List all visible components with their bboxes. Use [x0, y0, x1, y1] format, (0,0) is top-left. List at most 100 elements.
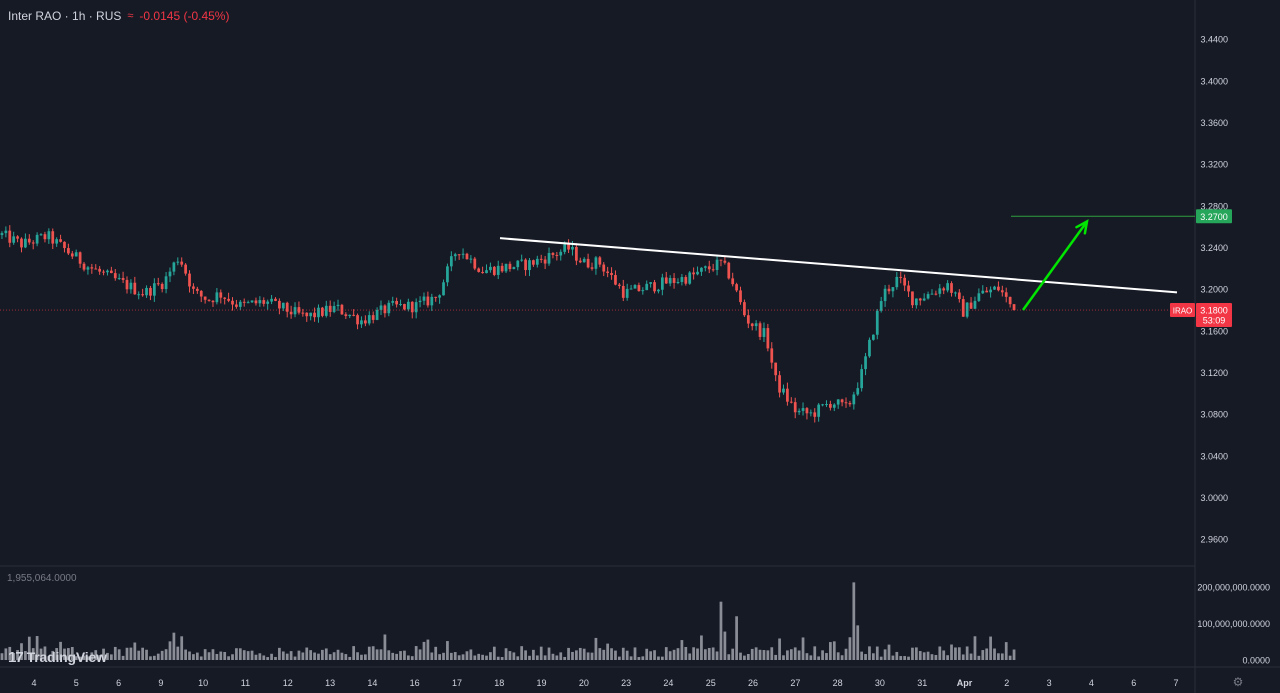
volume-bar — [504, 648, 508, 660]
candle-body — [895, 276, 899, 288]
candle-body — [582, 258, 586, 263]
candle-body — [817, 404, 821, 417]
volume-bar — [903, 656, 906, 660]
candle-body — [274, 298, 277, 301]
time-tick-label: 25 — [706, 678, 716, 688]
candle-body — [872, 334, 875, 340]
volume-bar — [430, 652, 434, 660]
volume-bar — [360, 654, 363, 660]
candle-body — [63, 241, 66, 249]
volume-tick-label: 0.0000 — [1242, 656, 1270, 666]
volume-bar — [965, 646, 969, 660]
volume-bar — [989, 636, 992, 660]
volume-bar — [481, 654, 484, 660]
candle-body — [442, 282, 445, 296]
candle-body — [700, 267, 703, 272]
volume-bar — [668, 651, 672, 660]
candle-body — [578, 260, 582, 263]
candle-body — [344, 314, 348, 317]
volume-bar — [106, 652, 109, 660]
volume-bar — [336, 649, 340, 660]
volume-bar — [426, 639, 430, 660]
volume-bar — [321, 649, 324, 660]
volume-bar — [67, 648, 70, 660]
time-tick-label: 24 — [663, 678, 673, 688]
volume-bar — [285, 653, 289, 660]
candle-body — [528, 260, 531, 271]
volume-bar — [805, 653, 809, 660]
candle-body — [410, 301, 414, 313]
target-price-badge — [1196, 209, 1232, 224]
drawing-overlay — [0, 215, 1195, 311]
candle-body — [51, 231, 55, 244]
price-tick-label: 3.4000 — [1200, 76, 1228, 86]
candle-body — [395, 300, 398, 305]
candle-body — [719, 259, 723, 261]
volume-bar — [82, 655, 86, 660]
volume-bars — [0, 582, 1016, 660]
candle-body — [172, 262, 176, 272]
volume-bar — [563, 656, 567, 660]
volume-bar — [688, 653, 692, 660]
volume-bar — [145, 649, 148, 660]
volume-bar — [735, 616, 738, 660]
volume-bar — [645, 648, 649, 660]
candle-body — [188, 273, 191, 287]
volume-bar — [516, 656, 520, 660]
volume-bar — [532, 649, 535, 660]
candle-body — [715, 259, 719, 270]
candle-body — [164, 276, 168, 290]
tradingview-logo[interactable]: 17 TradingView — [8, 647, 107, 667]
volume-bar — [51, 650, 55, 660]
candle-body — [399, 304, 402, 306]
time-tick-label: 4 — [31, 678, 36, 688]
volume-bar — [235, 648, 238, 660]
candle-body — [739, 290, 742, 303]
volume-bar — [508, 651, 512, 660]
candle-body — [672, 278, 676, 283]
volume-bar — [582, 648, 586, 660]
volume-bar — [176, 646, 180, 660]
candle-body — [590, 267, 594, 269]
volume-bar — [152, 655, 156, 660]
volume-bar — [774, 654, 778, 660]
volume-bar — [852, 582, 856, 660]
time-tick-label: 27 — [790, 678, 800, 688]
candle-body — [317, 307, 320, 318]
candle-body — [946, 283, 949, 291]
price-axis[interactable]: 3.4400 3.4000 3.3600 3.3200 3.2800 3.2400 3.20… — [1170, 35, 1232, 545]
volume-bar — [914, 647, 918, 660]
time-tick-label: 20 — [579, 678, 589, 688]
candle-body — [457, 254, 461, 256]
volume-bar — [629, 656, 633, 660]
time-axis[interactable]: 4 5 6 9 10 11 12 13 14 16 17 18 19 20 23 24 25 26 27 28 30 31… — [31, 678, 1178, 688]
candle-body — [727, 262, 731, 279]
volume-bar — [207, 652, 211, 660]
volume-bar — [172, 632, 176, 660]
symbol-title[interactable]: Inter RAO · 1h · RUS — [8, 9, 122, 23]
volume-bar — [528, 655, 531, 660]
volume-bar — [121, 655, 125, 660]
candle-body — [496, 265, 500, 275]
volume-bar — [875, 646, 879, 660]
candle-body — [985, 290, 989, 293]
candle-body — [942, 288, 946, 291]
candle-body — [535, 258, 539, 265]
candle-body — [954, 292, 957, 294]
volume-bar — [715, 651, 719, 660]
volume-bar — [512, 652, 516, 660]
candle-body — [461, 253, 465, 255]
volume-bar — [618, 656, 621, 660]
chart-legend[interactable]: Inter RAO · 1h · RUS ≈ -0.0145 (-0.45%) — [8, 8, 229, 24]
candle-body — [121, 277, 125, 280]
volume-bar — [297, 650, 301, 660]
price-tick-label: 3.0800 — [1200, 410, 1228, 420]
time-tick-label: 12 — [283, 678, 293, 688]
candle-body — [586, 258, 590, 268]
candle-body — [39, 234, 43, 236]
candle-body — [598, 257, 602, 265]
candle-body — [645, 283, 649, 291]
gear-icon[interactable]: ⚙ — [1232, 675, 1244, 689]
candle-body — [133, 282, 137, 295]
